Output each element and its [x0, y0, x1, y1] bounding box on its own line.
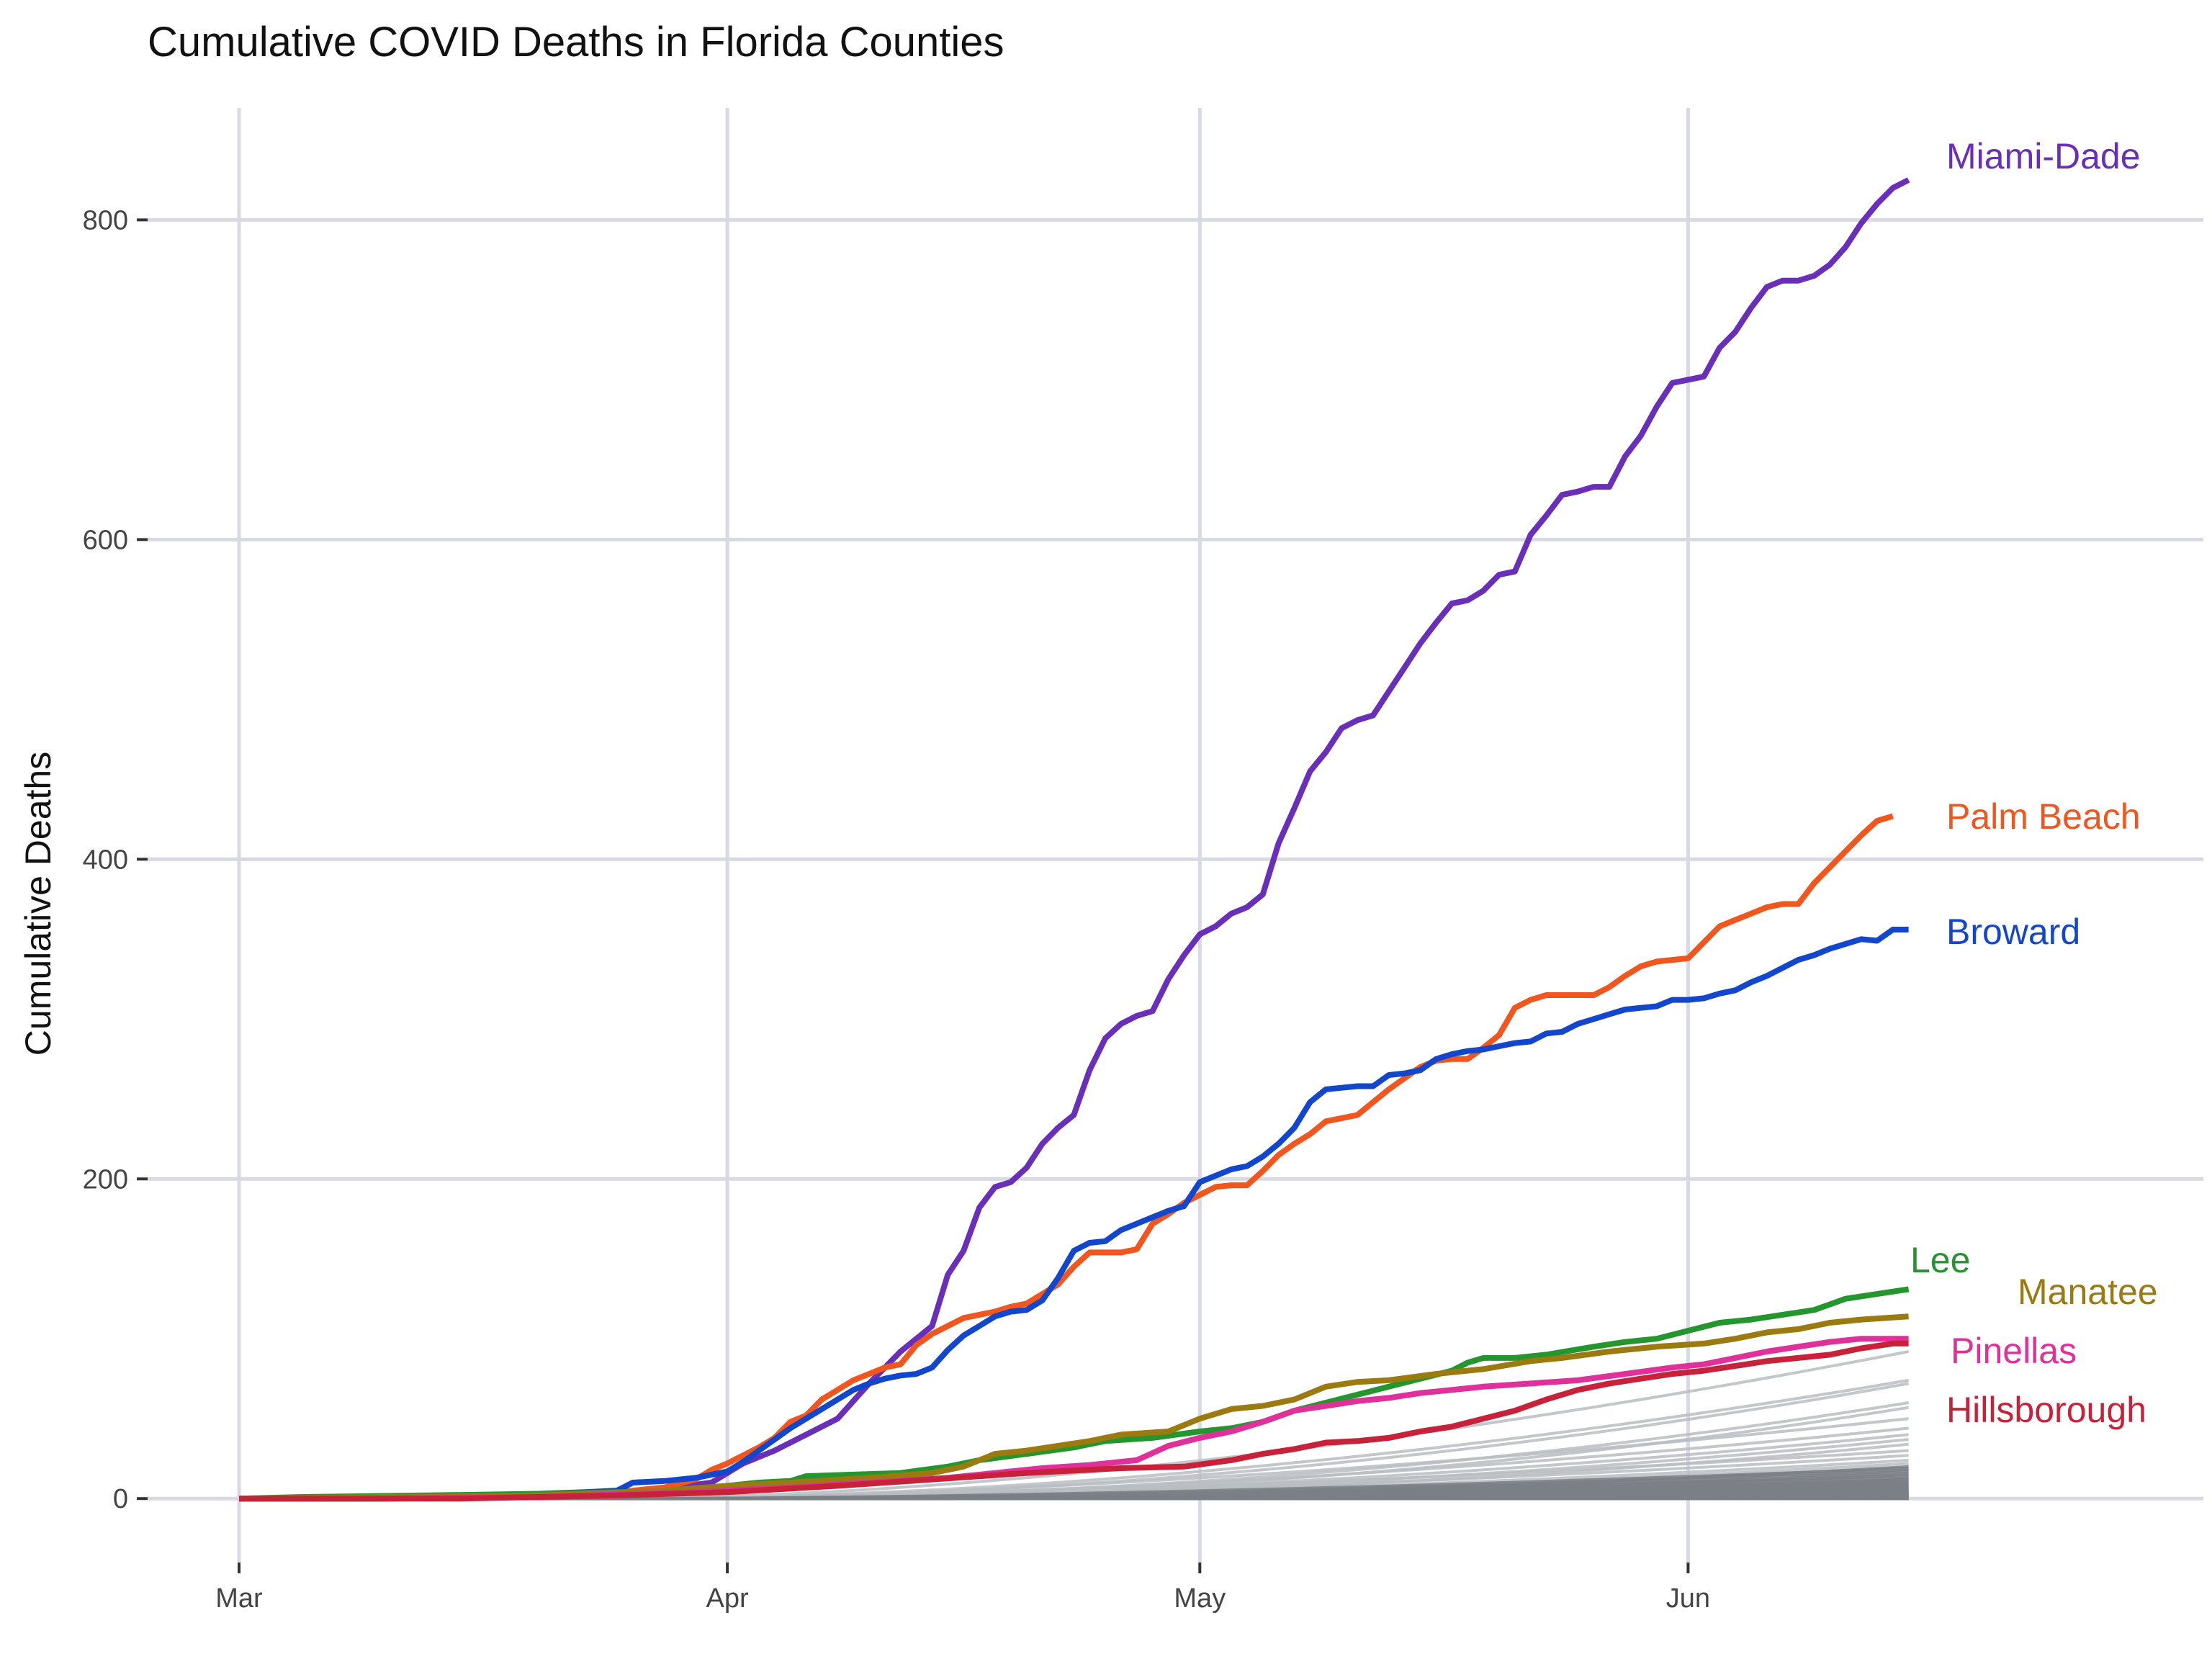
- y-tick-label-800: 800: [83, 205, 128, 235]
- series-label-palm-beach: Palm Beach: [1946, 796, 2141, 837]
- y-tick-label-600: 600: [83, 525, 128, 555]
- series-line-broward: [239, 927, 1909, 1502]
- series-label-broward: Broward: [1946, 912, 2080, 952]
- series-line-miami-dade: [239, 177, 1910, 1502]
- series-line-hillsborough: [239, 1340, 1909, 1502]
- series-line-manatee: [238, 1313, 1909, 1502]
- x-tick-label-apr: Apr: [706, 1583, 749, 1614]
- highlighted-county-lines: [238, 177, 1910, 1502]
- x-tick-label-mar: Mar: [215, 1583, 263, 1614]
- series-label-manatee: Manatee: [2018, 1272, 2158, 1312]
- series-label-lee: Lee: [1910, 1240, 1970, 1280]
- y-tick-label-200: 200: [83, 1164, 128, 1195]
- series-labels: Miami-Dade Palm Beach Broward Lee Manatee Pin…: [1910, 136, 2158, 1430]
- series-line-palm-beach: [238, 813, 1894, 1502]
- x-tick-label-may: May: [1174, 1583, 1226, 1614]
- series-label-pinellas: Pinellas: [1951, 1331, 2077, 1371]
- y-tick-label-400: 400: [83, 845, 128, 875]
- series-label-hillsborough: Hillsborough: [1946, 1390, 2146, 1430]
- y-axis-label: Cumulative Deaths: [18, 752, 58, 1056]
- other-county-lines: [239, 1350, 1909, 1501]
- series-label-miami-dade: Miami-Dade: [1946, 136, 2141, 176]
- x-axis: Mar Apr May Jun: [215, 1563, 1710, 1614]
- y-tick-label-0: 0: [113, 1484, 128, 1514]
- x-tick-label-jun: Jun: [1666, 1583, 1710, 1614]
- y-axis: 0 200 400 600 800: [83, 205, 148, 1514]
- gridlines: [148, 108, 2203, 1563]
- chart-title: Cumulative COVID Deaths in Florida Count…: [148, 19, 1004, 66]
